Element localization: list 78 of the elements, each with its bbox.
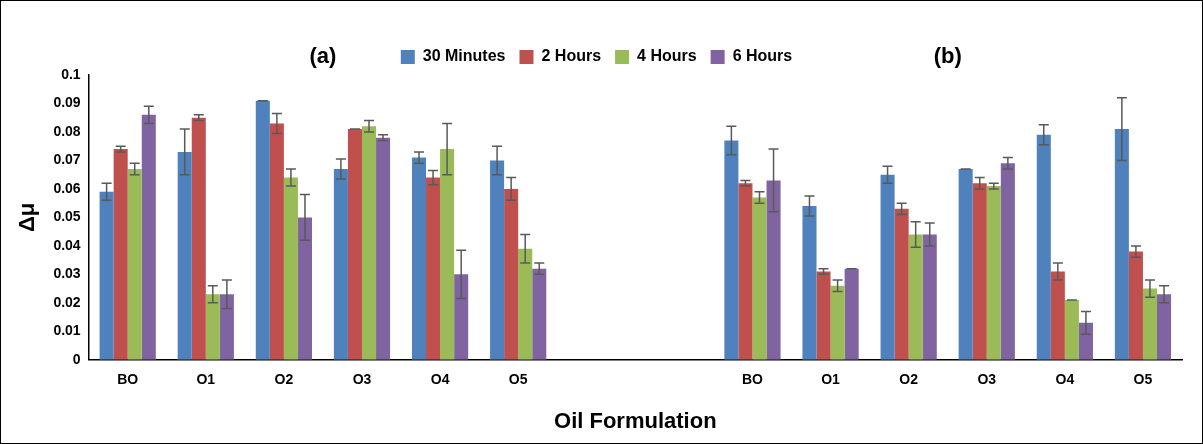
bar [908, 234, 923, 360]
bar [532, 268, 547, 360]
x-tick-label: O5 [1133, 371, 1153, 388]
y-tick-label: 0.04 [53, 236, 81, 253]
bar [219, 294, 234, 360]
bar [426, 177, 441, 360]
x-tick-label: O2 [899, 371, 919, 388]
y-tick-label: 0.1 [61, 65, 81, 82]
bar [844, 268, 859, 360]
bar [255, 100, 270, 360]
bar [177, 151, 192, 360]
bar [724, 140, 739, 360]
bar [411, 157, 427, 360]
x-tick-label: O3 [977, 371, 997, 388]
bar [972, 183, 987, 360]
x-tick-label: O1 [196, 371, 216, 388]
bar [752, 197, 767, 360]
y-axis-title: Δμ [14, 202, 40, 233]
bar [986, 186, 1001, 360]
bar [880, 174, 895, 360]
y-tick-label: 0.02 [53, 293, 81, 310]
x-axis-title: Oil Formulation [554, 407, 717, 433]
bar [1036, 134, 1051, 360]
y-tick-label: 0.07 [53, 151, 81, 168]
legend-label: 2 Hours [541, 47, 602, 65]
legend-label: 6 Hours [732, 47, 793, 65]
y-tick-label: 0.05 [53, 208, 81, 225]
bar [830, 285, 845, 360]
bar [440, 149, 455, 360]
x-tick-label: O1 [821, 371, 841, 388]
text: (a) [309, 43, 337, 69]
x-tick-label: O2 [274, 371, 294, 388]
bar [1114, 129, 1129, 360]
y-tick-label: 0.08 [53, 122, 81, 139]
bar [802, 206, 817, 360]
bar [205, 294, 220, 360]
bar [738, 183, 753, 360]
bar [816, 271, 831, 360]
bar [333, 168, 348, 360]
bar [454, 274, 469, 360]
y-tick-label: 0 [72, 350, 81, 367]
bar [347, 129, 362, 360]
bar [283, 177, 298, 360]
bar [766, 180, 781, 360]
legend-label: 30 Minutes [422, 47, 506, 65]
y-tick-label: 0.03 [53, 265, 81, 282]
x-tick-label: O5 [508, 371, 528, 388]
bar [297, 217, 312, 360]
bar [1000, 163, 1015, 360]
bar [361, 126, 377, 360]
y-tick-label: 0.09 [53, 94, 81, 111]
bar [490, 160, 505, 360]
y-tick-label: 0.06 [53, 179, 81, 196]
bar [518, 248, 533, 360]
bar [127, 168, 142, 360]
y-tick-label: 0.01 [53, 322, 81, 339]
x-tick-label: O4 [430, 371, 450, 388]
bar [99, 191, 114, 360]
bar [141, 114, 156, 360]
bar [894, 208, 909, 360]
bar [958, 168, 973, 360]
bar [113, 149, 128, 360]
bar [1128, 251, 1143, 360]
bar [1050, 271, 1065, 360]
legend-label: 4 Hours [637, 47, 697, 65]
x-tick-label: O4 [1055, 371, 1075, 388]
bar [269, 123, 284, 360]
text: (b) [933, 43, 962, 69]
bar [191, 117, 206, 360]
bar [922, 234, 937, 360]
bar [1142, 288, 1158, 360]
bar [1064, 299, 1079, 360]
x-tick-label: BO [741, 371, 764, 388]
bar [1157, 294, 1172, 360]
bar [376, 137, 391, 360]
x-tick-label: O3 [352, 371, 372, 388]
x-tick-label: BO [117, 371, 139, 388]
bar [504, 188, 519, 360]
